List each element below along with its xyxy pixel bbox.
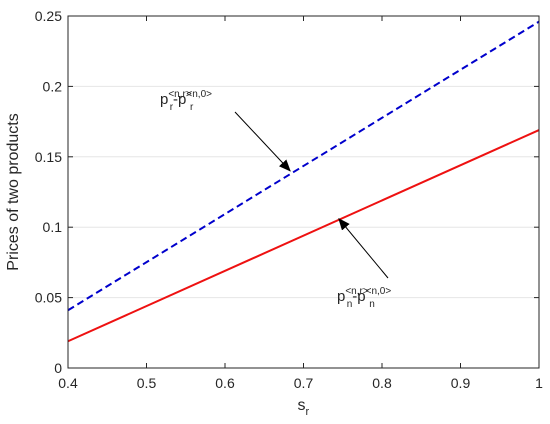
x-tick-label: 1: [535, 375, 543, 391]
x-tick-label: 0.9: [451, 375, 471, 391]
x-tick-label: 0.6: [215, 375, 235, 391]
annotation-label-0: p<n,r> r-p<n,0> r: [160, 89, 212, 113]
y-tick-label: 0.15: [35, 149, 62, 165]
x-tick-label: 0.8: [372, 375, 392, 391]
annotation-part-sub: r: [190, 102, 194, 113]
annotation-part-main: p: [337, 288, 345, 305]
plot-frame: [67, 15, 540, 369]
x-tick-label: 0.5: [137, 375, 157, 391]
annotation-label-1: p<n,r> n-p<n,0> n: [337, 286, 391, 310]
y-tick-label: 0.2: [43, 78, 63, 94]
y-axis-label: Prices of two products: [5, 113, 22, 270]
annotation-part-sub: r: [170, 102, 174, 113]
tick-layer: 0.4 0.5 0.6 0.7 0.8 0.9 1 0 0.05 0.1 0.15 0.2 0.25: [35, 8, 543, 391]
y-tick-label: 0.05: [35, 290, 62, 306]
x-tick-label: 0.7: [294, 375, 314, 391]
annotation-part-sub: n: [369, 299, 375, 310]
annotation-part-sup: <n,r>: [168, 89, 192, 100]
x-axis-label-subscript: r: [306, 406, 310, 418]
series-layer: [67, 20, 540, 343]
y-tick-label: 0: [54, 360, 62, 376]
annotation-part-sup: <n,0>: [366, 286, 392, 297]
annotation-arrow-0: [234, 111, 291, 172]
annotation-part-main: -p: [173, 91, 186, 108]
x-tick-label: 0.4: [58, 375, 78, 391]
annotation-part-main: -p: [352, 288, 365, 305]
x-axis-label: sr: [298, 397, 310, 418]
series-line-1: [67, 129, 540, 343]
annotation-arrow-1: [338, 217, 389, 279]
axes-layer: [67, 15, 540, 369]
y-tick-label: 0.1: [43, 219, 63, 235]
annotation-part-sub: n: [347, 299, 353, 310]
grid-layer: [68, 85, 539, 299]
x-axis-label-base: s: [298, 397, 306, 414]
annotation-layer: p<n,r> r-p<n,0> rp<n,r> n-p<n,0> n: [160, 89, 391, 310]
annotation-part-sup: <n,r>: [345, 286, 369, 297]
series-line-0: [67, 20, 540, 312]
annotation-part-main: p: [160, 91, 168, 108]
annotation-part-sup: <n,0>: [186, 89, 212, 100]
y-tick-label: 0.25: [35, 8, 62, 24]
